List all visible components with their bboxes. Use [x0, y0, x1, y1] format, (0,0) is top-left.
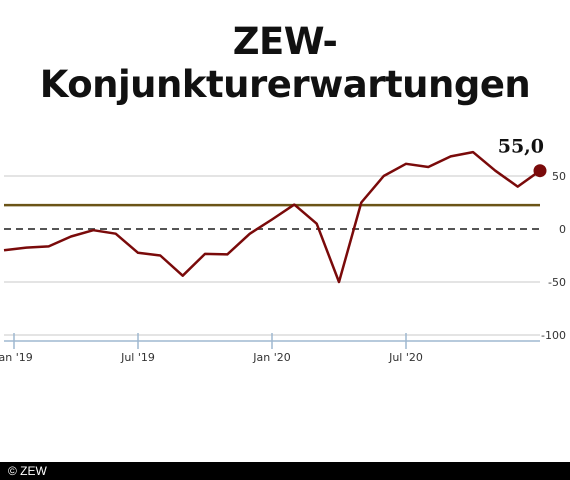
y-tick-label-3: -100: [541, 329, 566, 342]
chart-area: 50 0 -50 -100 Jan '19 Jul '19 Jan '20 Jul '20 55…: [0, 136, 566, 364]
y-tick-label-2: -50: [548, 276, 566, 289]
last-value-marker: [533, 164, 547, 178]
x-tick-label-0: Jan '19: [0, 351, 33, 364]
x-tick-label-3: Jul '20: [388, 351, 423, 364]
y-tick-label-0: 50: [552, 170, 566, 183]
copyright-bar: © ZEW: [0, 462, 570, 480]
series-line: [3, 150, 541, 284]
last-value-label: 55,0: [498, 136, 544, 158]
copyright-text: © ZEW: [8, 464, 47, 478]
y-tick-label-1: 0: [559, 223, 566, 236]
chart-title: ZEW-Konjunkturerwartungen: [39, 20, 531, 106]
x-tick-label-2: Jan '20: [252, 351, 290, 364]
x-tick-label-1: Jul '19: [120, 351, 155, 364]
